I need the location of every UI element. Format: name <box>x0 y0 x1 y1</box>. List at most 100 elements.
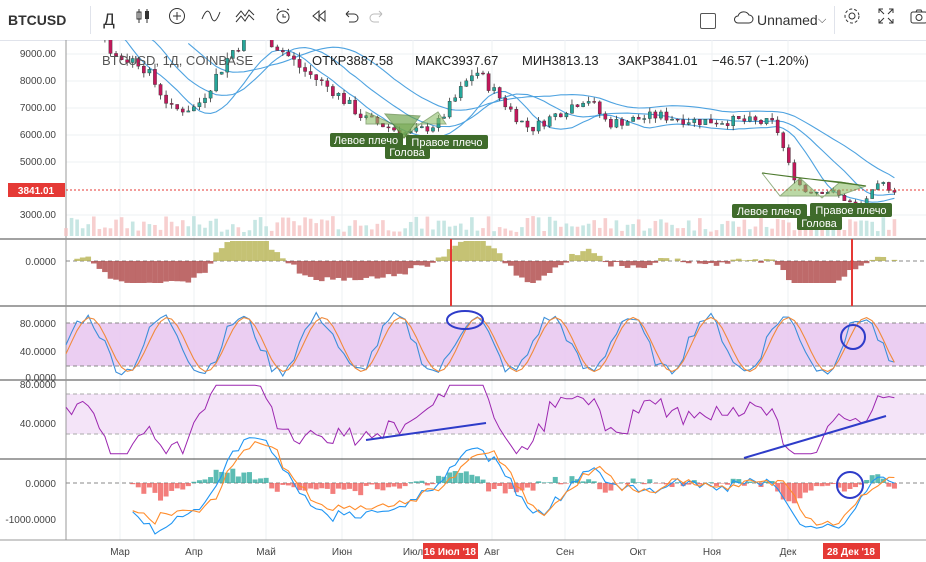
plus-icon[interactable] <box>164 7 190 33</box>
macd-hist-bar <box>663 483 669 485</box>
osc-bar <box>797 261 803 283</box>
osc-bar <box>335 261 342 278</box>
indicators-icon[interactable] <box>198 7 224 33</box>
candle-body <box>164 94 168 104</box>
interval-button[interactable]: Д <box>103 10 115 29</box>
symbol-search[interactable]: BTCUSD <box>8 12 67 28</box>
volume-bar <box>709 231 713 236</box>
macd-hist-bar <box>208 477 214 483</box>
volume-bar <box>486 216 491 236</box>
price-tick: 5000.00 <box>20 157 57 168</box>
candle-body <box>347 99 352 104</box>
osc-bar <box>608 261 614 267</box>
volume-bar <box>675 228 680 236</box>
osc-bar <box>330 261 336 280</box>
candle-body <box>342 92 346 104</box>
volume-bar <box>859 220 863 236</box>
osc-bar <box>313 261 319 281</box>
macd-hist-bar <box>547 482 553 483</box>
select-checkbox[interactable] <box>700 13 716 29</box>
candle-body <box>781 132 786 148</box>
candle-body <box>386 126 391 129</box>
candle-body <box>586 101 591 104</box>
osc-bar <box>508 261 514 266</box>
candle-body <box>792 162 797 181</box>
candle-body <box>570 104 574 114</box>
month-tick: Апр <box>185 547 203 558</box>
fullscreen-icon[interactable] <box>873 7 899 33</box>
volume-bar <box>692 230 697 236</box>
macd-hist-bar <box>524 483 530 488</box>
candle-body <box>470 75 474 82</box>
replay-icon[interactable] <box>306 7 332 33</box>
gear-icon[interactable] <box>839 7 865 33</box>
layout-name-button[interactable]: Unnamed <box>757 12 818 28</box>
osc-bar <box>246 241 253 261</box>
osc-bar <box>207 261 214 264</box>
stochastic-lines <box>65 311 895 378</box>
drawing-rsi-trendline-1[interactable] <box>365 422 487 441</box>
macd-panel <box>130 437 897 535</box>
macd-hist-bar <box>780 483 786 500</box>
head-shoulders-pattern-1: Левое плечо Голова Правое плечо <box>330 111 488 159</box>
macd-hist-bar <box>641 483 647 485</box>
chart-canvas[interactable]: 3841.01 Левое плечо Голова Правое плечо … <box>0 40 926 562</box>
drawing-rsi-trendline-2[interactable] <box>743 415 887 459</box>
macd-hist-bar <box>408 482 414 483</box>
candle-body <box>787 147 791 163</box>
volume-bar <box>564 223 569 236</box>
osc-bar <box>813 261 820 283</box>
camera-icon[interactable] <box>906 7 926 33</box>
osc-bar <box>774 261 781 265</box>
candle-body <box>225 58 230 73</box>
osc-bar <box>752 259 759 261</box>
osc-bar <box>307 261 314 277</box>
drawing-ellipse-stoch-1[interactable] <box>446 310 484 330</box>
candle-body <box>308 71 313 75</box>
osc-bar <box>285 261 292 264</box>
ma-line <box>187 42 895 179</box>
volume-bar <box>764 226 769 236</box>
candle-body <box>753 116 758 121</box>
volume-bar <box>353 220 357 236</box>
volume-bar <box>753 226 758 236</box>
osc-bar <box>791 261 798 283</box>
osc-bar <box>802 261 809 283</box>
macd-hist-bar <box>536 481 542 483</box>
candle-body <box>659 111 663 119</box>
redo-icon[interactable] <box>364 7 390 33</box>
volume-bar <box>575 226 580 236</box>
legend[interactable]: BTCUSD, 1Д, COINBASE ОТКР3887.58 МАКС393… <box>102 53 809 68</box>
candle-body <box>525 120 530 128</box>
candle-body <box>125 59 129 63</box>
osc-bar <box>274 252 281 261</box>
osc-bar <box>374 261 381 279</box>
osc-bar <box>569 253 575 261</box>
drawing-ellipse-stoch-2[interactable] <box>840 324 866 350</box>
volume-bar <box>681 228 685 236</box>
osc-bar <box>174 261 180 282</box>
osc-bar <box>396 261 403 274</box>
undo-icon[interactable] <box>338 7 364 33</box>
osc-bar <box>102 261 108 273</box>
osc-bar <box>141 261 147 283</box>
volume-bar <box>370 229 374 236</box>
volume-bar <box>759 217 763 236</box>
volume-bar <box>620 230 624 236</box>
drawing-ellipse-macd[interactable] <box>836 471 864 499</box>
candles-icon[interactable] <box>130 7 156 33</box>
volume-bar <box>136 230 141 236</box>
macd-hist-bar <box>552 476 558 483</box>
candle-body <box>542 120 546 127</box>
volume-bar <box>147 224 152 236</box>
alarm-icon[interactable] <box>270 7 296 33</box>
volume-bar <box>581 225 585 236</box>
rsi-tick: 40.0000 <box>20 419 57 430</box>
candle-body <box>153 69 157 85</box>
stoch-tick: 0.0000 <box>25 373 56 384</box>
volume-bar <box>614 220 619 236</box>
compare-icon[interactable] <box>232 7 258 33</box>
chevron-down-icon[interactable]: ⌵ <box>818 14 827 26</box>
volume-bar <box>103 227 107 236</box>
candle-body <box>692 119 697 123</box>
